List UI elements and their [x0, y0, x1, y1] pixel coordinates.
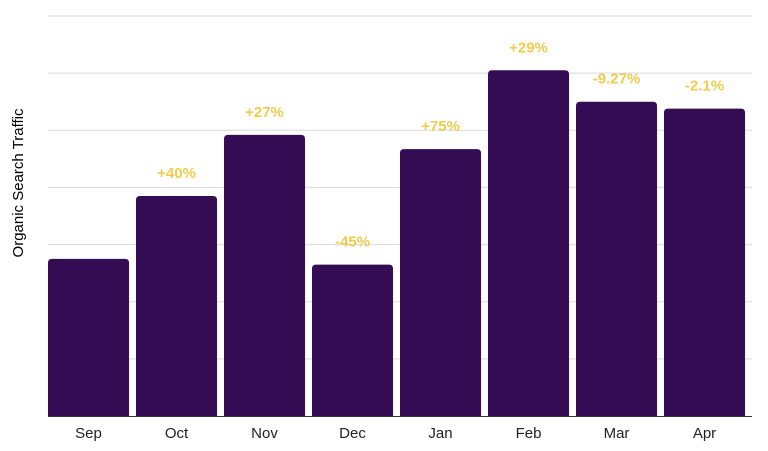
data-label-mar: -9.27%: [593, 71, 641, 88]
bar-jan: [400, 149, 481, 416]
data-labels: +40% +27% -45% +75% +29% -9.27% -2.1%: [157, 39, 724, 250]
x-tick-nov: Nov: [251, 425, 278, 442]
bars: [48, 70, 745, 417]
data-label-feb: +29%: [509, 39, 548, 56]
bar-nov: [224, 134, 305, 416]
bar-feb: [488, 70, 569, 417]
x-tick-dec: Dec: [339, 425, 366, 442]
x-tick-feb: Feb: [516, 425, 542, 442]
x-tick-sep: Sep: [75, 425, 102, 442]
y-axis-label: Organic Search Traffic: [10, 108, 27, 257]
data-label-dec: -45%: [335, 234, 370, 251]
x-tick-mar: Mar: [604, 425, 630, 442]
data-label-nov: +27%: [245, 104, 284, 121]
data-label-jan: +75%: [421, 118, 460, 135]
data-label-apr: -2.1%: [685, 78, 724, 95]
bar-dec: [312, 264, 393, 416]
data-label-oct: +40%: [157, 165, 196, 182]
x-tick-jan: Jan: [428, 425, 452, 442]
x-tick-apr: Apr: [693, 425, 716, 442]
x-tick-labels: Sep Oct Nov Dec Jan Feb Mar Apr: [75, 425, 716, 442]
bar-sep: [48, 258, 129, 416]
bar-oct: [136, 196, 217, 416]
x-tick-oct: Oct: [165, 425, 189, 442]
bar-mar: [576, 101, 657, 416]
bar-apr: [664, 108, 745, 417]
